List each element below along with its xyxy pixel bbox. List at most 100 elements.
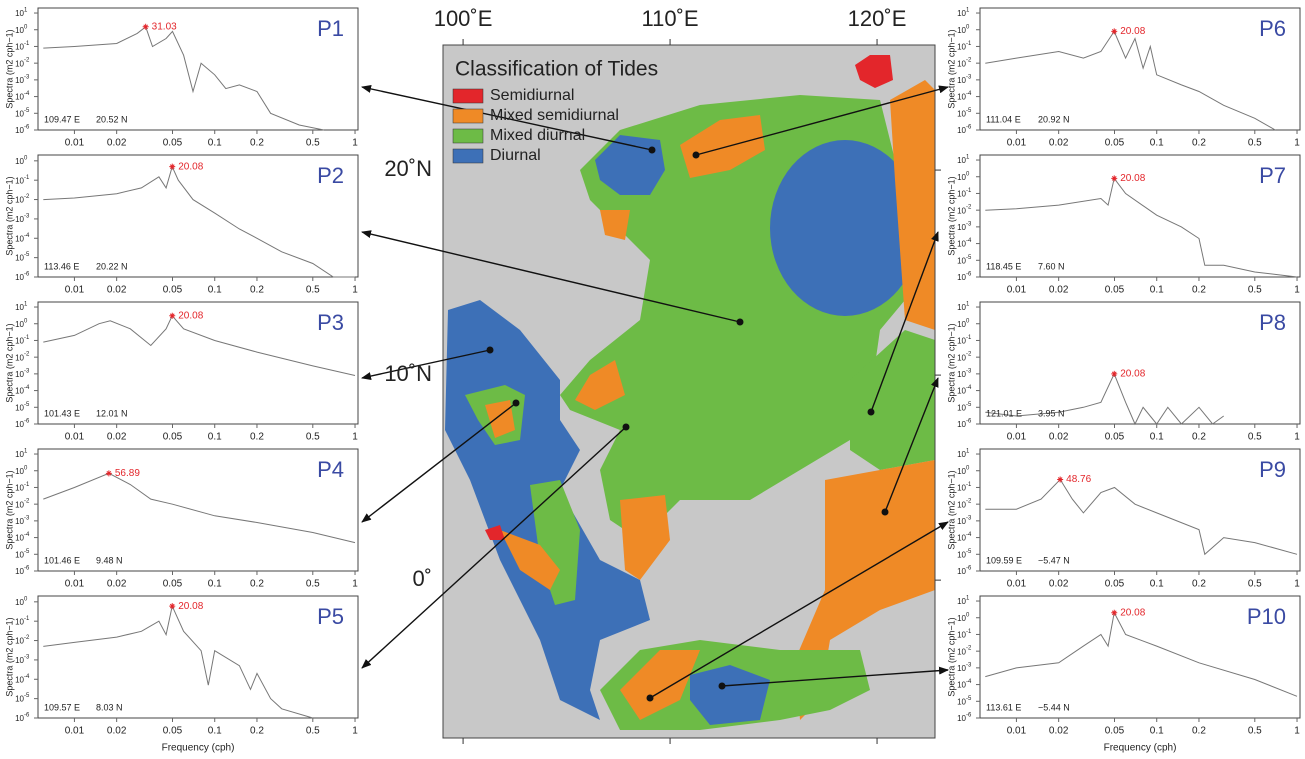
spectrum-line bbox=[43, 604, 313, 719]
y-tick-label: 10 bbox=[15, 517, 24, 526]
site-lon: 113.46 E bbox=[44, 261, 79, 271]
x-tick-label: 1 bbox=[352, 432, 358, 443]
peak-label: 20.08 bbox=[1120, 369, 1145, 380]
y-tick-label: 10 bbox=[15, 500, 24, 509]
x-tick-label: 0.02 bbox=[107, 138, 127, 149]
spectrum-line bbox=[985, 478, 1298, 556]
y-tick-label: 10 bbox=[957, 109, 966, 118]
y-tick-sup: -1 bbox=[966, 188, 972, 194]
y-tick-label: 10 bbox=[957, 714, 966, 723]
y-tick-sup: -1 bbox=[966, 482, 972, 488]
y-tick-sup: 0 bbox=[966, 318, 970, 324]
x-tick-label: 0.1 bbox=[1150, 285, 1164, 296]
y-tick-sup: -5 bbox=[24, 549, 30, 555]
lat-tick-label: 10˚N bbox=[384, 361, 432, 386]
y-tick-sup: -6 bbox=[24, 419, 30, 425]
x-tick-label: 0.2 bbox=[250, 579, 264, 590]
spectrum-line bbox=[43, 25, 324, 131]
y-tick-label: 10 bbox=[15, 320, 24, 329]
x-tick-label: 0.1 bbox=[208, 285, 222, 296]
y-axis-label: Spectra (m2 cph−1) bbox=[946, 470, 956, 549]
y-tick-label: 10 bbox=[957, 26, 966, 35]
y-axis-label: Spectra (m2 cph−1) bbox=[4, 617, 14, 696]
x-tick-label: 0.05 bbox=[1105, 432, 1125, 443]
site-lat: 12.01 N bbox=[96, 408, 128, 418]
y-tick-sup: -3 bbox=[24, 515, 30, 521]
x-tick-label: 0.02 bbox=[1049, 432, 1069, 443]
y-tick-label: 10 bbox=[957, 173, 966, 182]
spectrum-line bbox=[985, 177, 1298, 278]
y-tick-label: 10 bbox=[15, 93, 24, 102]
y-tick-label: 10 bbox=[15, 76, 24, 85]
y-tick-sup: -1 bbox=[966, 335, 972, 341]
peak-marker bbox=[142, 23, 149, 30]
arrow bbox=[361, 426, 627, 669]
spectrum-line bbox=[985, 30, 1276, 131]
x-tick-label: 0.5 bbox=[306, 138, 320, 149]
panel-label: P5 bbox=[317, 604, 344, 629]
site-lon: 118.45 E bbox=[986, 261, 1021, 271]
region bbox=[620, 495, 670, 580]
x-tick-label: 0.2 bbox=[250, 726, 264, 737]
legend-label: Semidiurnal bbox=[490, 87, 574, 104]
y-tick-label: 10 bbox=[15, 26, 24, 35]
x-tick-label: 0.2 bbox=[1192, 138, 1206, 149]
arrow bbox=[361, 349, 491, 380]
x-tick-label: 0.01 bbox=[65, 285, 85, 296]
y-tick-sup: 0 bbox=[966, 612, 970, 618]
x-tick-label: 0.2 bbox=[250, 285, 264, 296]
y-tick-sup: -5 bbox=[24, 252, 30, 258]
panel-label: P9 bbox=[1259, 457, 1286, 482]
y-tick-label: 10 bbox=[15, 387, 24, 396]
x-tick-label: 0.05 bbox=[163, 432, 183, 443]
y-tick-sup: -3 bbox=[966, 74, 972, 80]
region bbox=[850, 330, 935, 470]
panel-frame bbox=[979, 595, 1301, 719]
y-tick-sup: -3 bbox=[966, 368, 972, 374]
x-tick-label: 1 bbox=[1294, 138, 1300, 149]
y-tick-label: 10 bbox=[15, 157, 24, 166]
panel-label: P3 bbox=[317, 310, 344, 335]
peak-marker bbox=[169, 312, 176, 319]
y-tick-sup: -2 bbox=[966, 499, 972, 505]
y-tick-sup: -1 bbox=[966, 629, 972, 635]
y-tick-label: 10 bbox=[957, 467, 966, 476]
y-tick-sup: -2 bbox=[966, 205, 972, 211]
region bbox=[855, 55, 893, 88]
x-tick-label: 0.1 bbox=[208, 138, 222, 149]
site-lon: 113.61 E bbox=[986, 702, 1021, 712]
y-tick-label: 10 bbox=[15, 550, 24, 559]
site-lon: 109.47 E bbox=[44, 114, 80, 124]
y-tick-sup: 0 bbox=[24, 596, 28, 602]
map-frame bbox=[442, 44, 936, 739]
y-tick-label: 10 bbox=[957, 681, 966, 690]
x-tick-label: 0.01 bbox=[65, 432, 85, 443]
site-lon: 101.46 E bbox=[44, 555, 80, 565]
site-lon: 109.57 E bbox=[44, 702, 80, 712]
x-tick-label: 0.02 bbox=[107, 432, 127, 443]
y-tick-label: 10 bbox=[15, 126, 24, 135]
site bbox=[648, 146, 656, 154]
y-tick-sup: -1 bbox=[24, 41, 30, 47]
y-tick-sup: -2 bbox=[24, 194, 30, 200]
x-tick-label: 0.05 bbox=[163, 579, 183, 590]
y-tick-sup: -5 bbox=[966, 549, 972, 555]
y-tick-label: 10 bbox=[15, 695, 24, 704]
x-tick-label: 0.05 bbox=[1105, 726, 1125, 737]
panel-label: P1 bbox=[317, 16, 344, 41]
y-tick-sup: 1 bbox=[966, 449, 970, 455]
x-tick-label: 1 bbox=[352, 138, 358, 149]
x-tick-label: 0.01 bbox=[65, 579, 85, 590]
legend-swatch bbox=[452, 108, 484, 124]
legend-label: Diurnal bbox=[490, 147, 541, 164]
y-tick-sup: 0 bbox=[966, 24, 970, 30]
x-tick-label: 0.02 bbox=[107, 285, 127, 296]
arrow bbox=[870, 231, 939, 413]
site-lat: 7.60 N bbox=[1038, 261, 1065, 271]
site-lon: 109.59 E bbox=[986, 555, 1022, 565]
peak-label: 20.08 bbox=[178, 161, 203, 172]
y-tick-label: 10 bbox=[15, 353, 24, 362]
y-tick-sup: -1 bbox=[24, 175, 30, 181]
